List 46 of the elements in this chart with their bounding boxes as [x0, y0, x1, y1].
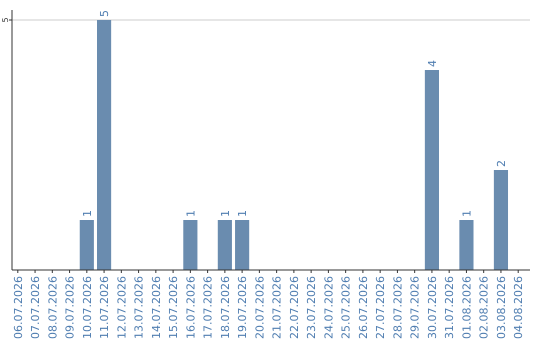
- bar: [424, 70, 439, 270]
- x-tick-label: 08.07.2026: [46, 276, 60, 339]
- data-label: 4: [426, 60, 439, 67]
- bar: [235, 220, 250, 270]
- x-tick-label: 11.07.2026: [98, 276, 112, 339]
- x-tick-label: 03.08.2026: [494, 276, 508, 339]
- x-tick-label: 12.07.2026: [115, 276, 128, 339]
- x-tick-label: 02.08.2026: [478, 276, 491, 339]
- x-tick-label: 18.07.2026: [218, 276, 232, 339]
- x-tick-label: 16.07.2026: [184, 276, 198, 339]
- x-tick-label: 23.07.2026: [305, 276, 318, 339]
- x-tick-label: 04.08.2026: [512, 276, 526, 339]
- data-label: 2: [494, 160, 508, 167]
- x-tick-label: 29.07.2026: [408, 276, 422, 339]
- x-tick-label: 22.07.2026: [288, 276, 301, 339]
- bar: [494, 170, 508, 270]
- data-label: 1: [236, 210, 250, 217]
- x-tick-label: 01.08.2026: [460, 276, 474, 339]
- x-tick-label: 07.07.2026: [29, 276, 42, 339]
- x-tick-label: 19.07.2026: [236, 276, 250, 339]
- x-tick-label: 13.07.2026: [132, 276, 146, 339]
- x-tick-label: 09.07.2026: [64, 276, 77, 339]
- data-label: 1: [460, 210, 474, 217]
- x-tick-label: 27.07.2026: [374, 276, 388, 339]
- data-label: 1: [184, 210, 198, 217]
- data-label: 5: [98, 10, 112, 17]
- x-tick-label: 17.07.2026: [202, 276, 215, 339]
- x-tick-label: 21.07.2026: [270, 276, 284, 339]
- x-tick-label: 15.07.2026: [167, 276, 180, 339]
- x-tick-label: 14.07.2026: [150, 276, 163, 339]
- bar: [97, 20, 112, 270]
- x-tick-label: 06.07.2026: [12, 276, 25, 339]
- bar: [80, 220, 94, 270]
- data-label: 1: [218, 210, 232, 217]
- data-label: 1: [80, 210, 94, 217]
- bar: [459, 220, 474, 270]
- x-tick-label: 31.07.2026: [443, 276, 456, 339]
- bar: [183, 220, 198, 270]
- x-tick-label: 24.07.2026: [322, 276, 336, 339]
- x-tick-label: 28.07.2026: [391, 276, 404, 339]
- x-tick-label: 25.07.2026: [340, 276, 353, 339]
- x-tick-label: 10.07.2026: [80, 276, 94, 339]
- x-tick-label: 30.07.2026: [426, 276, 439, 339]
- x-tick-label: 20.07.2026: [253, 276, 266, 339]
- bar: [218, 220, 232, 270]
- x-tick-label: 26.07.2026: [356, 276, 370, 339]
